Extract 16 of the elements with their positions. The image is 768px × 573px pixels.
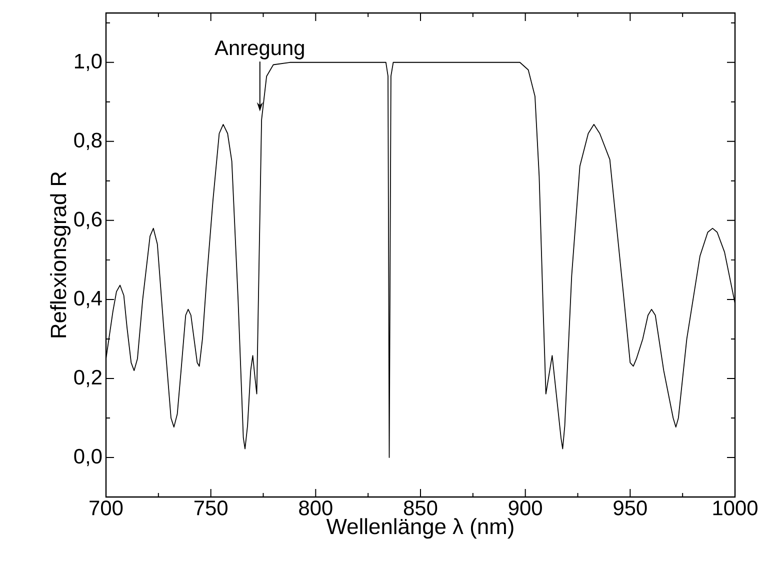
- x-tick-label: 900: [508, 500, 542, 516]
- y-tick-label: 0,8: [74, 132, 102, 150]
- x-tick-label: 950: [614, 500, 647, 516]
- y-tick-label: 0,4: [74, 290, 102, 308]
- y-axis-title: Reflexionsgrad R: [50, 172, 71, 338]
- y-tick-label: 0,6: [74, 212, 102, 230]
- x-tick-label: 700: [90, 500, 123, 516]
- x-axis-title: Wellenlänge λ (nm): [326, 518, 514, 539]
- y-tick-label: 1,0: [74, 54, 102, 72]
- x-tick-label: 1000: [713, 500, 758, 516]
- y-tick-label: 0,2: [74, 370, 102, 388]
- x-tick-label: 800: [299, 500, 332, 516]
- x-tick-label: 850: [404, 500, 438, 516]
- y-tick-label: 0,0: [74, 448, 102, 466]
- annotation: Anregung: [214, 40, 304, 60]
- x-tick-label: 750: [194, 500, 228, 516]
